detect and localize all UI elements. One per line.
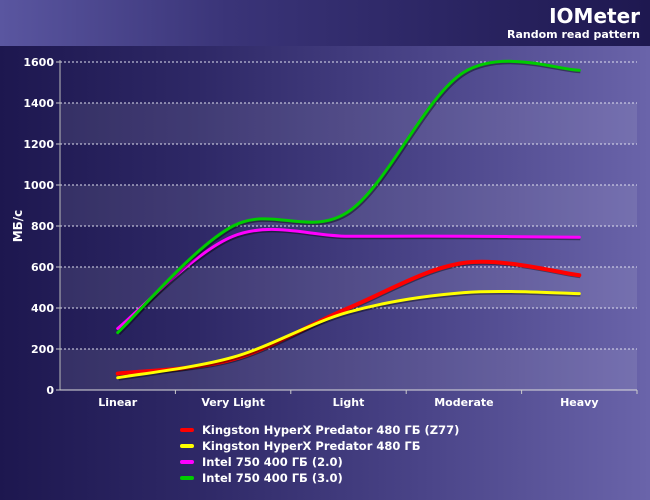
x-tick-label: Very Light [201, 396, 265, 409]
y-tick-label: 1400 [23, 97, 54, 110]
y-tick-label: 1600 [23, 56, 54, 69]
x-tick-label: Moderate [434, 396, 493, 409]
y-tick-label: 0 [46, 384, 54, 397]
grid-band [60, 103, 637, 144]
legend-label: Intel 750 400 ГБ (3.0) [202, 471, 343, 485]
legend-swatch [180, 460, 194, 464]
legend: Kingston HyperX Predator 480 ГБ (Z77) Kin… [180, 422, 459, 486]
y-tick-label: 1200 [23, 138, 54, 151]
x-tick-label: Light [333, 396, 365, 409]
legend-swatch [180, 428, 194, 432]
y-tick-label: 1000 [23, 179, 54, 192]
legend-item: Kingston HyperX Predator 480 ГБ (Z77) [180, 422, 459, 438]
series-line [116, 227, 581, 330]
legend-label: Intel 750 400 ГБ (2.0) [202, 455, 343, 469]
y-tick-label: 600 [31, 261, 54, 274]
header-band [0, 0, 650, 46]
chart-title: IOMeter [549, 4, 640, 28]
y-tick-label: 400 [31, 302, 54, 315]
series-line [116, 289, 581, 380]
y-tick-label: 200 [31, 343, 54, 356]
legend-swatch [180, 476, 194, 480]
series-line [116, 59, 581, 335]
y-tick-label: 800 [31, 220, 54, 233]
legend-item: Intel 750 400 ГБ (3.0) [180, 470, 459, 486]
x-tick-label: Linear [98, 396, 137, 409]
grid-band [60, 267, 637, 308]
legend-item: Kingston HyperX Predator 480 ГБ [180, 438, 459, 454]
legend-item: Intel 750 400 ГБ (2.0) [180, 454, 459, 470]
grid-band [60, 185, 637, 226]
legend-label: Kingston HyperX Predator 480 ГБ [202, 439, 421, 453]
legend-swatch [180, 444, 194, 448]
chart-subtitle: Random read pattern [507, 28, 640, 41]
y-axis-label: МБ/с [11, 210, 25, 243]
legend-label: Kingston HyperX Predator 480 ГБ (Z77) [202, 423, 460, 437]
x-tick-label: Heavy [560, 396, 598, 409]
